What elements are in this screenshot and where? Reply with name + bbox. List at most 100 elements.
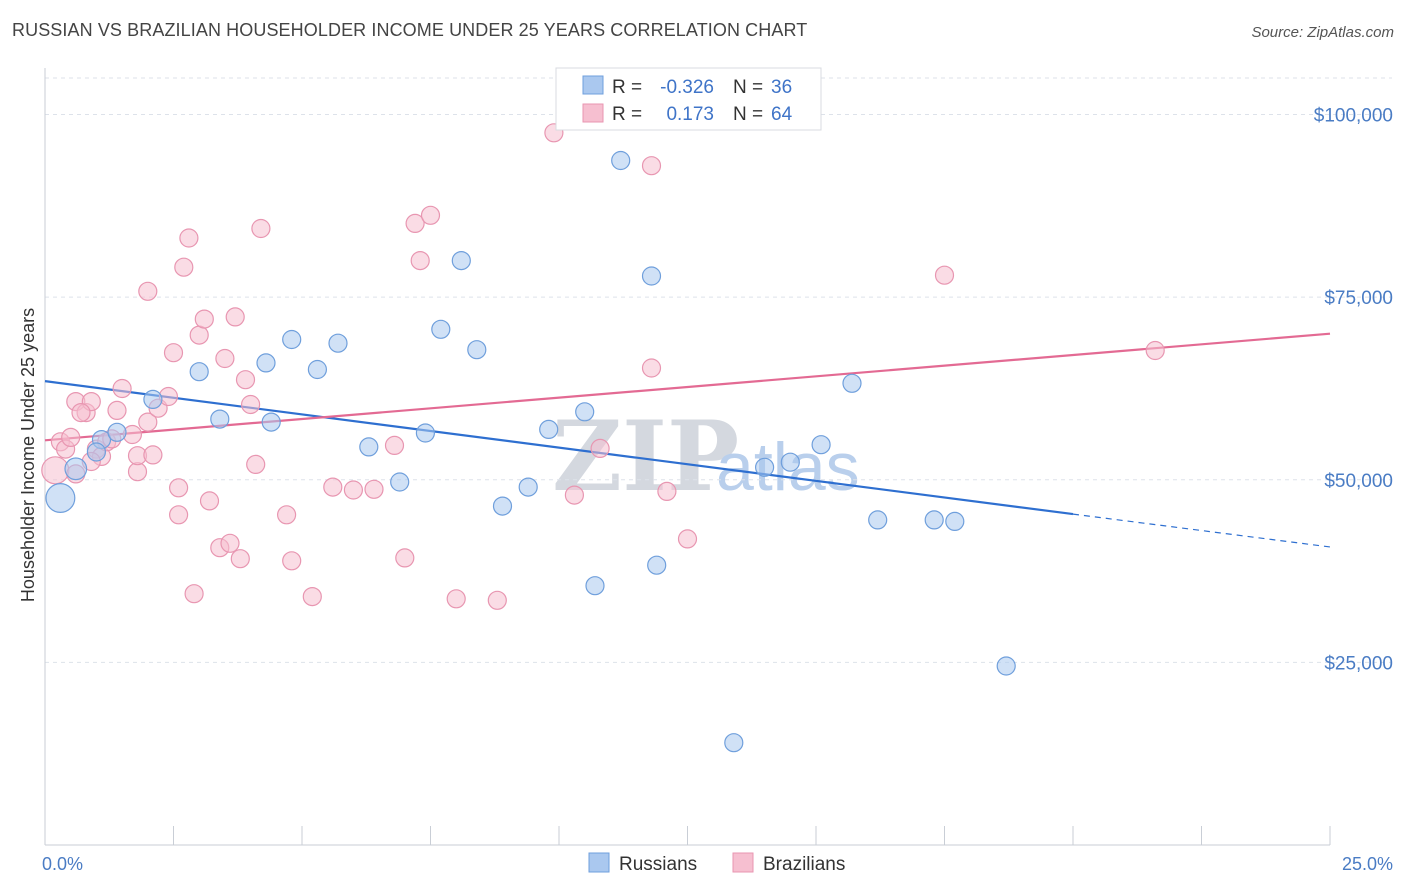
russian-point bbox=[811, 435, 831, 455]
brazilian-point bbox=[364, 479, 384, 499]
brazilian-point bbox=[934, 265, 955, 285]
russian-point bbox=[451, 251, 471, 271]
axes bbox=[44, 68, 1331, 846]
brazilian-point bbox=[395, 548, 415, 568]
brazilian-point bbox=[71, 403, 91, 423]
y-tick-label: $25,000 bbox=[1324, 653, 1393, 674]
russian-point bbox=[359, 437, 379, 457]
brazilian-point bbox=[235, 370, 256, 390]
series-legend: Russians Brazilians bbox=[588, 852, 845, 875]
chart-title: RUSSIAN VS BRAZILIAN HOUSEHOLDER INCOME … bbox=[12, 20, 808, 40]
brazilian-point bbox=[230, 549, 250, 569]
legend-swatch-russians bbox=[582, 75, 604, 95]
gridlines bbox=[45, 77, 1392, 663]
y-axis-label: Householder Income Under 25 years bbox=[18, 308, 38, 602]
russian-point bbox=[492, 496, 513, 516]
bottom-legend-swatch-brazilians bbox=[732, 852, 754, 873]
brazilian-point bbox=[189, 325, 209, 345]
stats-legend: R = -0.326 N = 36 R = 0.173 N = 64 bbox=[555, 67, 822, 131]
y-tick-label: $100,000 bbox=[1314, 106, 1393, 127]
brazilian-point bbox=[282, 551, 302, 571]
russian-point bbox=[611, 150, 631, 171]
russian-point bbox=[780, 452, 800, 472]
legend-r-value-2: 0.173 bbox=[666, 104, 714, 125]
russian-point bbox=[261, 412, 281, 432]
russians-trend-line bbox=[44, 380, 1074, 516]
y-tick-label: $50,000 bbox=[1324, 471, 1393, 492]
brazilian-point bbox=[677, 529, 698, 549]
legend-r-value-1: -0.326 bbox=[660, 77, 714, 98]
russian-point bbox=[210, 409, 230, 429]
brazilian-point bbox=[194, 309, 214, 329]
brazilian-point bbox=[199, 491, 220, 511]
russian-point bbox=[328, 333, 348, 353]
bottom-legend-swatch-russians bbox=[588, 852, 610, 873]
brazilian-point bbox=[138, 281, 158, 301]
trend-lines bbox=[44, 332, 1331, 548]
russian-point bbox=[189, 362, 209, 382]
russian-point bbox=[86, 442, 107, 462]
brazilian-point bbox=[225, 307, 245, 327]
russian-point bbox=[390, 472, 410, 492]
russian-point bbox=[647, 555, 667, 575]
series-russians-points bbox=[45, 150, 1016, 753]
russian-point bbox=[64, 457, 88, 481]
russian-point bbox=[585, 576, 605, 596]
brazilian-point bbox=[163, 343, 184, 363]
brazilian-point bbox=[564, 485, 585, 505]
y-tick-labels: $25,000 $50,000 $75,000 $100,000 bbox=[1314, 106, 1393, 675]
brazilian-point bbox=[241, 394, 261, 415]
brazilian-point bbox=[220, 533, 240, 553]
russian-point bbox=[143, 389, 163, 409]
legend-n-label-1: N = bbox=[733, 77, 763, 98]
brazilian-point bbox=[246, 454, 266, 474]
brazilian-point bbox=[169, 478, 189, 498]
legend-r-label-1: R = bbox=[612, 77, 642, 98]
russian-point bbox=[641, 266, 662, 286]
brazilian-point bbox=[1145, 340, 1165, 361]
russian-point bbox=[539, 419, 559, 439]
legend-swatch-brazilians bbox=[582, 103, 604, 123]
russian-point bbox=[107, 422, 127, 442]
russian-point bbox=[724, 733, 744, 753]
russian-point bbox=[518, 477, 538, 497]
brazilian-point bbox=[179, 228, 199, 248]
russian-point bbox=[924, 510, 944, 530]
brazilian-point bbox=[158, 386, 178, 407]
russian-point bbox=[45, 483, 76, 514]
x-tick-label-min: 0.0% bbox=[42, 854, 83, 874]
russian-point bbox=[996, 656, 1016, 676]
legend-n-value-2: 64 bbox=[771, 104, 793, 125]
brazilian-point bbox=[184, 584, 204, 604]
brazilian-point bbox=[143, 445, 163, 465]
russian-point bbox=[868, 510, 888, 530]
brazilian-point bbox=[107, 400, 127, 420]
russian-point bbox=[842, 373, 862, 393]
russian-point bbox=[282, 329, 302, 350]
brazilian-point bbox=[169, 505, 189, 525]
brazilians-trend-line bbox=[44, 332, 1331, 442]
brazilian-point bbox=[641, 358, 662, 378]
brazilian-point bbox=[487, 590, 507, 610]
russian-point bbox=[754, 457, 775, 477]
brazilian-point bbox=[138, 412, 158, 432]
brazilian-point bbox=[657, 481, 677, 501]
y-tick-label: $75,000 bbox=[1324, 288, 1393, 309]
russian-point bbox=[415, 423, 435, 443]
series-brazilians-points bbox=[41, 123, 1165, 610]
brazilian-point bbox=[174, 257, 194, 277]
brazilian-point bbox=[641, 156, 662, 176]
source-label: Source: ZipAtlas.com bbox=[1251, 24, 1394, 41]
brazilian-point bbox=[410, 251, 430, 271]
x-tick-labels: 0.0% 25.0% bbox=[42, 854, 1393, 874]
russian-point bbox=[431, 319, 451, 339]
brazilian-point bbox=[251, 218, 271, 239]
x-tick-label-max: 25.0% bbox=[1342, 854, 1393, 874]
brazilian-point bbox=[302, 586, 322, 607]
brazilian-point bbox=[61, 427, 81, 447]
brazilian-point bbox=[343, 480, 363, 500]
russians-trend-line-extension bbox=[1072, 513, 1331, 548]
brazilian-point bbox=[323, 477, 343, 497]
brazilian-point bbox=[590, 438, 610, 458]
brazilian-point bbox=[420, 205, 441, 225]
